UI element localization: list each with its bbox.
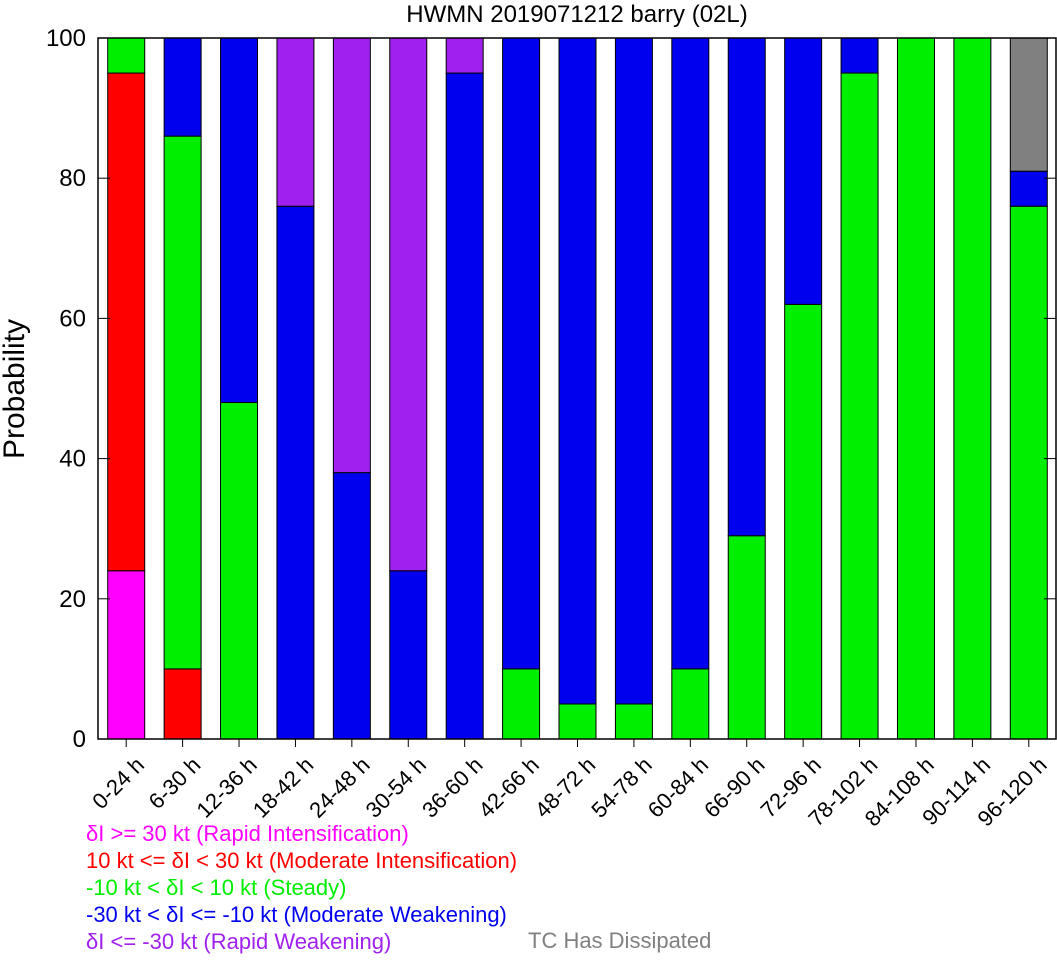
bar-segment: [671, 668, 710, 740]
y-tick-label: 20: [59, 586, 86, 613]
bar-segment: [445, 37, 484, 74]
bar-segment: [558, 37, 597, 705]
bar-segment: [389, 570, 428, 740]
bar-segment: [896, 37, 935, 740]
legend-item-rapid-weakening: δI <= -30 kt (Rapid Weakening): [86, 929, 392, 954]
bar-segment: [107, 72, 146, 572]
bar-segment: [558, 703, 597, 740]
x-tick-label: 60-84 h: [643, 752, 713, 822]
bar-segment: [276, 205, 315, 740]
bar-segment: [1009, 205, 1048, 740]
bar-segment: [107, 570, 146, 740]
bar-segment: [840, 37, 879, 74]
x-tick-label: 42-66 h: [473, 752, 543, 822]
x-tick-label: 24-48 h: [304, 752, 374, 822]
bar-segment: [220, 402, 259, 740]
bar-segment: [784, 303, 823, 740]
x-tick-label: 54-78 h: [586, 752, 656, 822]
bars-group: [107, 37, 1048, 740]
bar-segment: [840, 72, 879, 740]
bar-segment: [784, 37, 823, 305]
legend: δI >= 30 kt (Rapid Intensification) 10 k…: [86, 820, 517, 955]
bar-segment: [1009, 170, 1048, 207]
x-tick-label: 0-24 h: [87, 752, 149, 814]
bar-segment: [671, 37, 710, 670]
bar-segment: [276, 37, 315, 207]
bar-segment: [502, 668, 541, 740]
y-tick-label: 100: [46, 25, 86, 52]
bar-segment: [445, 72, 484, 740]
legend-item-moderate-weakening: -30 kt < δI <= -10 kt (Moderate Weakenin…: [86, 902, 507, 927]
y-tick-label: 80: [59, 165, 86, 192]
legend-item-moderate-intensification: 10 kt <= δI < 30 kt (Moderate Intensific…: [86, 848, 518, 873]
x-tick-label: 48-72 h: [530, 752, 600, 822]
x-tick-label: 36-60 h: [417, 752, 487, 822]
x-tick-label: 12-36 h: [191, 752, 261, 822]
x-tick-label: 66-90 h: [699, 752, 769, 822]
y-tick-label: 60: [59, 305, 86, 332]
bar-segment: [332, 472, 371, 740]
bar-segment: [953, 37, 992, 740]
bar-segment: [220, 37, 259, 404]
x-tick-label: 18-42 h: [248, 752, 318, 822]
bar-segment: [389, 37, 428, 572]
bar-segment: [502, 37, 541, 670]
bar-segment: [163, 37, 202, 137]
x-tick-label: 30-54 h: [361, 752, 431, 822]
bar-segment: [163, 135, 202, 670]
chart-title: HWMN 2019071212 barry (02L): [406, 1, 748, 28]
bar-segment: [163, 668, 202, 740]
legend-item-dissipated: TC Has Dissipated: [528, 928, 712, 953]
legend-item-rapid-intensification: δI >= 30 kt (Rapid Intensification): [86, 821, 409, 846]
bar-segment: [1009, 37, 1048, 172]
legend-item-steady: -10 kt < δI < 10 kt (Steady): [86, 875, 347, 900]
bar-segment: [727, 535, 766, 740]
bar-segment: [614, 703, 653, 740]
bar-segment: [614, 37, 653, 705]
y-tick-label: 0: [73, 726, 86, 753]
bar-segment: [727, 37, 766, 537]
bar-segment: [107, 37, 146, 74]
y-tick-label: 40: [59, 446, 86, 473]
bar-segment: [332, 37, 371, 474]
y-axis-label: Probability: [0, 319, 31, 459]
